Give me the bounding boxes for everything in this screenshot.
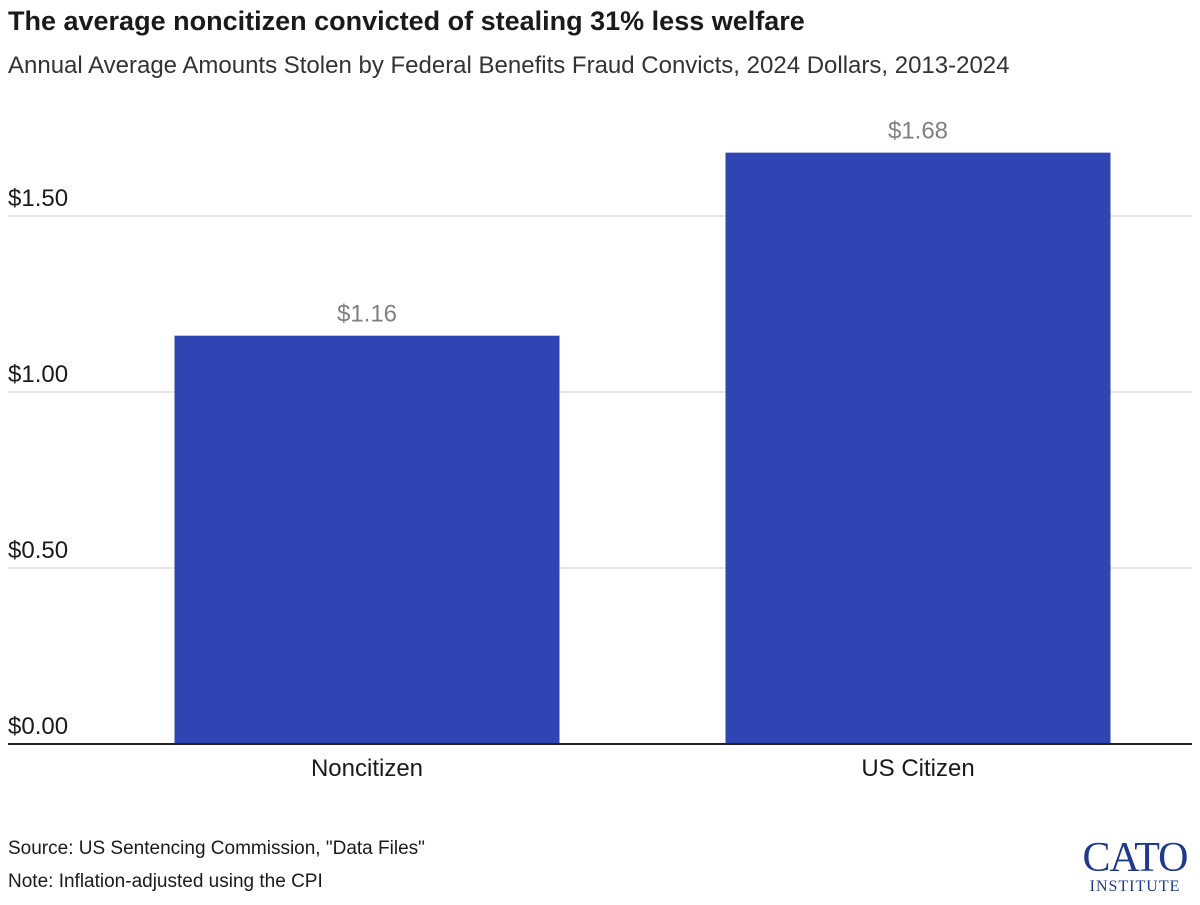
data-label: $1.16: [337, 301, 397, 328]
bar-us-citizen: [725, 152, 1111, 744]
x-category-label: Noncitizen: [311, 755, 423, 782]
logo-wordmark: CATO: [1082, 835, 1189, 881]
y-tick-label: $0.00: [8, 713, 68, 740]
x-category-label: US Citizen: [861, 755, 974, 782]
bars: [174, 152, 1111, 744]
chart-subtitle: Annual Average Amounts Stolen by Federal…: [8, 52, 1010, 79]
data-label: $1.68: [888, 118, 948, 145]
y-axis-ticks: $0.00 $0.50 $1.00 $1.50: [8, 185, 68, 740]
logo-subtitle: INSTITUTE: [1089, 878, 1181, 895]
inflation-note: Note: Inflation-adjusted using the CPI: [8, 871, 323, 892]
y-tick-label: $1.50: [8, 185, 68, 212]
chart-title: The average noncitizen convicted of stea…: [8, 6, 805, 36]
y-tick-label: $1.00: [8, 361, 68, 388]
y-tick-label: $0.50: [8, 537, 68, 564]
bar-noncitizen: [174, 335, 560, 744]
source-note: Source: US Sentencing Commission, "Data …: [8, 838, 425, 859]
data-labels: $1.16 $1.68: [337, 118, 948, 328]
cato-institute-logo: CATO INSTITUTE: [1080, 835, 1190, 896]
x-axis-categories: Noncitizen US Citizen: [311, 755, 975, 782]
